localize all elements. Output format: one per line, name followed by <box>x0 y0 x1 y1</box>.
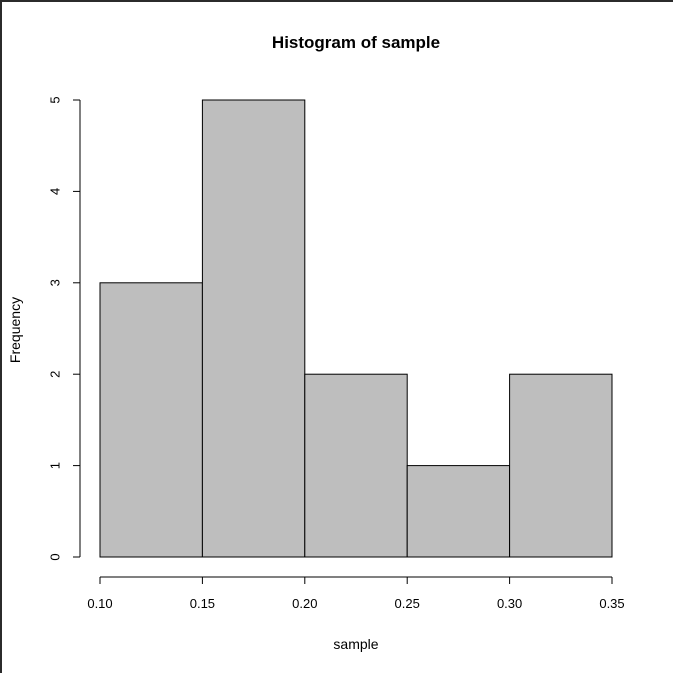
y-tick-label: 3 <box>48 279 63 286</box>
histogram-bar-1 <box>201 99 306 558</box>
y-tick-label: 0 <box>48 553 63 560</box>
histogram-bar-2 <box>304 373 408 558</box>
bars-group <box>99 99 613 558</box>
x-tick-label: 0.30 <box>497 596 522 611</box>
x-axis: 0.10 0.15 0.20 0.25 0.30 0.35 <box>87 576 625 611</box>
chart-title: Histogram of sample <box>272 33 440 52</box>
histogram-bar-3 <box>406 465 511 558</box>
x-tick-label: 0.10 <box>87 596 112 611</box>
x-tick-label: 0.25 <box>395 596 420 611</box>
x-tick-label: 0.20 <box>292 596 317 611</box>
histogram-bar-4 <box>509 373 613 558</box>
y-tick-label: 1 <box>48 462 63 469</box>
histogram-bar-0 <box>99 282 203 558</box>
y-tick-label: 5 <box>48 96 63 103</box>
y-axis-label: Frequency <box>7 297 23 363</box>
x-axis-label: sample <box>333 636 378 652</box>
y-tick-label: 4 <box>48 188 63 195</box>
y-tick-label: 2 <box>48 371 63 378</box>
y-axis: 0 1 2 3 4 5 <box>48 96 81 561</box>
x-tick-label: 0.15 <box>190 596 215 611</box>
x-tick-label: 0.35 <box>599 596 624 611</box>
